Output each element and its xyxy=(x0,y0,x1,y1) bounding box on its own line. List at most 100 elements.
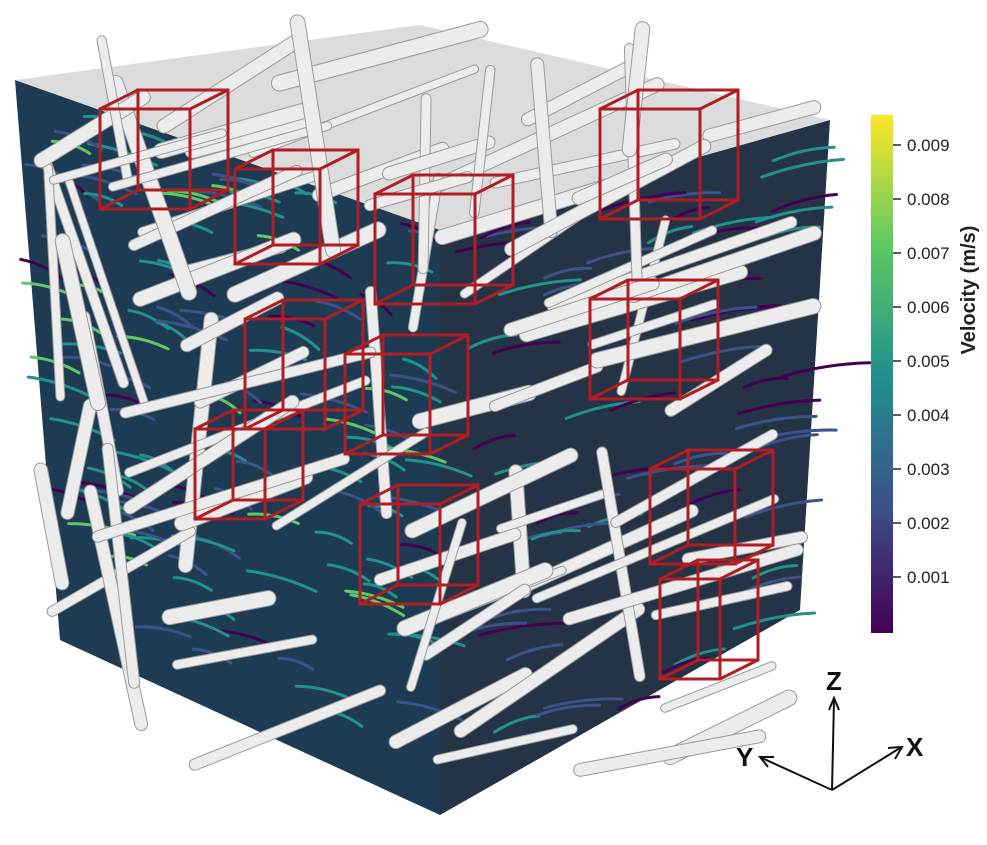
fiber xyxy=(226,221,387,303)
fiber xyxy=(188,684,387,771)
streamline xyxy=(616,695,661,711)
fiber xyxy=(571,152,673,206)
fiber xyxy=(107,121,333,192)
streamline xyxy=(542,697,624,710)
fiber-body xyxy=(703,101,821,142)
fiber-body xyxy=(574,730,766,776)
fiber-body xyxy=(531,58,558,238)
streamline xyxy=(336,490,382,513)
fiber-body xyxy=(189,685,386,770)
fiber-body xyxy=(454,603,645,737)
colorbar-ticks: 0.009 0.008 0.007 0.006 0.005 0.004 0.003 0.002… xyxy=(893,136,950,587)
frame-edge xyxy=(589,378,629,401)
streamline xyxy=(771,145,836,163)
frame-edge xyxy=(319,148,359,171)
streamline xyxy=(155,319,228,342)
streamline xyxy=(780,361,872,379)
fiber-body xyxy=(682,531,808,565)
fiber-body xyxy=(42,160,129,388)
y-axis-label: Y xyxy=(736,742,753,772)
streamline xyxy=(245,569,318,593)
red-frame-box xyxy=(98,88,230,211)
fiber-body xyxy=(108,122,332,191)
fiber xyxy=(41,159,130,389)
colorbar: 0.009 0.008 0.007 0.006 0.005 0.004 0.003 0.002… xyxy=(871,115,980,633)
fiber-body xyxy=(66,179,148,406)
frame-front xyxy=(658,577,722,681)
colorbar-tick-label: 0.008 xyxy=(907,190,950,209)
frame-front xyxy=(98,107,192,211)
fiber xyxy=(65,178,149,407)
fiber-body xyxy=(55,234,105,410)
frame-back xyxy=(381,333,470,437)
fiber-body xyxy=(519,265,748,342)
fiber-body xyxy=(102,443,140,688)
streamline xyxy=(472,433,516,451)
frame-edge xyxy=(189,188,229,211)
streamline xyxy=(497,278,582,297)
colorbar-gradient xyxy=(871,115,893,633)
frame-edge xyxy=(344,433,384,456)
colorbar-title: Velocity (m/s) xyxy=(958,226,980,355)
frame-back xyxy=(231,408,305,502)
streamline xyxy=(492,340,561,355)
red-frame-box xyxy=(598,88,740,221)
fiber-body xyxy=(290,15,341,258)
fiber xyxy=(681,530,809,566)
fiber xyxy=(172,634,318,670)
fiber-body xyxy=(622,22,650,157)
streamline xyxy=(646,225,694,245)
frame-edge xyxy=(439,483,479,506)
fiber-body xyxy=(162,591,276,625)
streamline xyxy=(505,643,564,662)
y-axis-arrowhead xyxy=(757,756,774,768)
red-frame-box xyxy=(358,483,480,606)
red-frame-box xyxy=(233,148,360,266)
colorbar-tick-label: 0.001 xyxy=(907,568,950,587)
streamline xyxy=(760,157,845,179)
fiber-body xyxy=(227,222,386,302)
streamline xyxy=(754,205,834,224)
red-frame-box xyxy=(588,278,720,401)
streamline xyxy=(362,582,398,599)
fiber xyxy=(546,216,798,313)
fiber-body xyxy=(44,164,65,401)
x-axis-label: X xyxy=(906,732,924,762)
fiber xyxy=(488,360,604,412)
fiber-body xyxy=(34,463,69,590)
frame-edge xyxy=(429,433,469,456)
fiber-body xyxy=(133,232,301,306)
fiber-body xyxy=(547,217,797,312)
fiber-body xyxy=(173,635,317,669)
fiber xyxy=(132,231,302,307)
streamline xyxy=(543,266,592,280)
fiber xyxy=(495,488,609,534)
frame-front xyxy=(243,317,327,431)
streamline xyxy=(770,193,838,213)
fiber-body xyxy=(589,298,821,368)
streamline xyxy=(530,529,581,541)
streamline xyxy=(680,344,768,364)
fiber xyxy=(702,100,822,143)
streamline xyxy=(662,656,710,674)
frame-edge xyxy=(679,378,719,401)
colorbar-tick-label: 0.009 xyxy=(907,136,950,155)
fiber-body xyxy=(383,136,495,180)
frame-front xyxy=(588,297,682,401)
frame-edge xyxy=(429,333,469,356)
fiber xyxy=(289,14,342,259)
frame-edge xyxy=(734,448,774,471)
y-axis-line xyxy=(761,757,833,791)
volume-render xyxy=(15,14,872,815)
streamline xyxy=(280,325,321,351)
frame-edge xyxy=(719,558,759,581)
fiber xyxy=(469,64,496,219)
streamline xyxy=(600,191,687,212)
fiber-body xyxy=(157,32,307,133)
fiber-body xyxy=(505,139,711,256)
frame-edge xyxy=(319,243,359,266)
fiber-body xyxy=(661,662,776,712)
fiber-body xyxy=(272,428,430,530)
streamline xyxy=(135,625,192,639)
